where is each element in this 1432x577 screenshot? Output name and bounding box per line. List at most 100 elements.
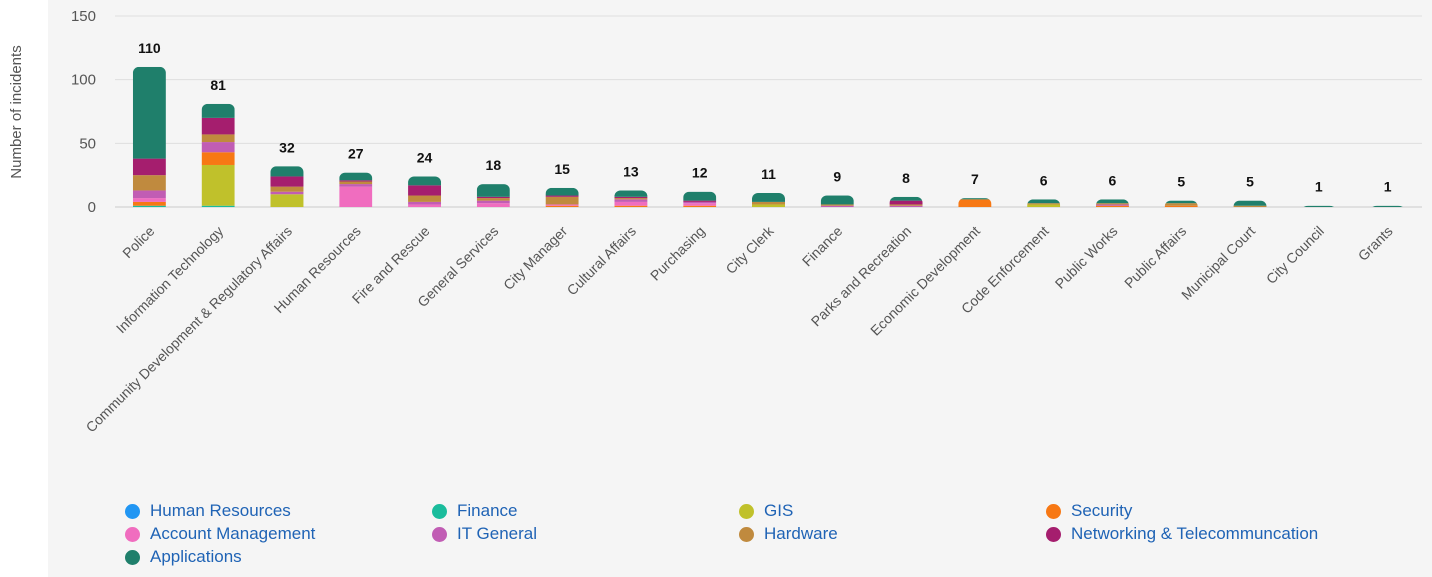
- legend-item[interactable]: Account Management: [125, 523, 432, 545]
- bar-stack[interactable]: [889, 196, 923, 207]
- bar-stack[interactable]: [339, 172, 373, 207]
- bar-segment[interactable]: [889, 204, 923, 206]
- bar-segment[interactable]: [752, 192, 785, 202]
- bar-segment[interactable]: [683, 200, 717, 202]
- bar-segment[interactable]: [820, 205, 854, 207]
- bar-segment[interactable]: [683, 205, 717, 207]
- bar-segment[interactable]: [339, 186, 373, 207]
- bar-segment[interactable]: [683, 203, 717, 206]
- bar-segment[interactable]: [958, 198, 992, 200]
- legend-item[interactable]: Applications: [125, 546, 432, 568]
- legend-item[interactable]: Human Resources: [125, 500, 432, 522]
- bar-segment[interactable]: [1027, 199, 1061, 204]
- bar-segment[interactable]: [408, 195, 442, 202]
- bar-stack[interactable]: [476, 184, 510, 207]
- bar-stack[interactable]: [1371, 205, 1405, 207]
- bar-segment[interactable]: [683, 201, 717, 204]
- legend-item[interactable]: Security: [1046, 500, 1353, 522]
- bar-stack[interactable]: [201, 103, 235, 207]
- bar-segment[interactable]: [545, 195, 579, 197]
- bar-segment[interactable]: [1164, 203, 1198, 206]
- bar-segment[interactable]: [339, 172, 373, 181]
- bar-segment[interactable]: [270, 186, 304, 192]
- bar-segment[interactable]: [270, 166, 304, 177]
- bar-segment[interactable]: [614, 198, 648, 200]
- bar-segment[interactable]: [614, 205, 648, 207]
- bar-segment[interactable]: [889, 205, 923, 207]
- bar-stack[interactable]: [1027, 199, 1061, 207]
- bar-segment[interactable]: [545, 196, 579, 205]
- bar-segment[interactable]: [270, 191, 304, 195]
- bar-stack[interactable]: [958, 198, 992, 207]
- bar-segment[interactable]: [1027, 204, 1061, 207]
- bar-segment[interactable]: [201, 142, 235, 153]
- bar-segment[interactable]: [1095, 199, 1129, 204]
- bar-segment[interactable]: [614, 201, 648, 206]
- legend-item[interactable]: Hardware: [739, 523, 1046, 545]
- bar-segment[interactable]: [820, 195, 854, 205]
- bar-segment[interactable]: [1164, 200, 1198, 204]
- bar-stack[interactable]: [1302, 205, 1336, 207]
- bar-stack[interactable]: [752, 192, 785, 207]
- bar-stack[interactable]: [1233, 200, 1267, 207]
- bar-segment[interactable]: [889, 196, 923, 201]
- bar-segment[interactable]: [1164, 205, 1198, 207]
- bar-segment[interactable]: [270, 176, 304, 187]
- bar-segment[interactable]: [1233, 205, 1267, 207]
- bar-segment[interactable]: [545, 187, 579, 196]
- bar-stack[interactable]: [820, 195, 854, 207]
- bar-segment[interactable]: [752, 204, 785, 207]
- bar-stack[interactable]: [270, 166, 304, 207]
- bar-stack[interactable]: [545, 187, 579, 207]
- bar-segment[interactable]: [476, 200, 510, 204]
- bar-stack[interactable]: [1164, 200, 1198, 207]
- bar-segment[interactable]: [476, 184, 510, 197]
- bar-segment[interactable]: [476, 203, 510, 207]
- bar-segment[interactable]: [201, 164, 235, 206]
- bar-segment[interactable]: [1095, 205, 1129, 207]
- bar-segment[interactable]: [339, 180, 373, 182]
- bar-stack[interactable]: [614, 190, 648, 207]
- bar-stack[interactable]: [683, 191, 717, 207]
- bar-segment[interactable]: [132, 205, 166, 207]
- bar-segment[interactable]: [614, 196, 648, 199]
- bar-segment[interactable]: [1095, 204, 1129, 206]
- bar-segment[interactable]: [132, 190, 166, 199]
- bar-segment[interactable]: [889, 200, 923, 205]
- bar-segment[interactable]: [201, 205, 235, 207]
- bar-segment[interactable]: [201, 103, 235, 118]
- bar-segment[interactable]: [408, 204, 442, 207]
- bar-segment[interactable]: [132, 201, 166, 206]
- bar-stack[interactable]: [132, 66, 166, 207]
- bar-segment[interactable]: [1302, 205, 1336, 207]
- bar-segment[interactable]: [339, 184, 373, 187]
- legend-item[interactable]: IT General: [432, 523, 739, 545]
- bar-segment[interactable]: [408, 201, 442, 205]
- bar-segment[interactable]: [132, 198, 166, 202]
- bar-segment[interactable]: [476, 198, 510, 201]
- bar-segment[interactable]: [270, 194, 304, 207]
- legend-item[interactable]: Finance: [432, 500, 739, 522]
- bar-segment[interactable]: [545, 205, 579, 207]
- bar-segment[interactable]: [408, 176, 442, 186]
- bar-segment[interactable]: [1095, 203, 1129, 205]
- legend-item[interactable]: GIS: [739, 500, 1046, 522]
- bar-segment[interactable]: [614, 199, 648, 202]
- bar-segment[interactable]: [132, 158, 166, 176]
- bar-segment[interactable]: [820, 204, 854, 206]
- bar-segment[interactable]: [614, 190, 648, 197]
- bar-segment[interactable]: [545, 204, 579, 206]
- bar-stack[interactable]: [408, 176, 442, 207]
- bar-segment[interactable]: [683, 191, 717, 201]
- bar-segment[interactable]: [1371, 205, 1405, 207]
- bar-segment[interactable]: [201, 117, 235, 135]
- bar-segment[interactable]: [476, 196, 510, 199]
- legend-item[interactable]: Networking & Telecommuncation: [1046, 523, 1353, 545]
- bar-stack[interactable]: [1095, 199, 1129, 207]
- bar-segment[interactable]: [339, 181, 373, 185]
- bar-segment[interactable]: [752, 201, 785, 205]
- bar-segment[interactable]: [408, 185, 442, 196]
- bar-segment[interactable]: [1233, 200, 1267, 206]
- bar-segment[interactable]: [132, 66, 166, 159]
- bar-segment[interactable]: [201, 152, 235, 165]
